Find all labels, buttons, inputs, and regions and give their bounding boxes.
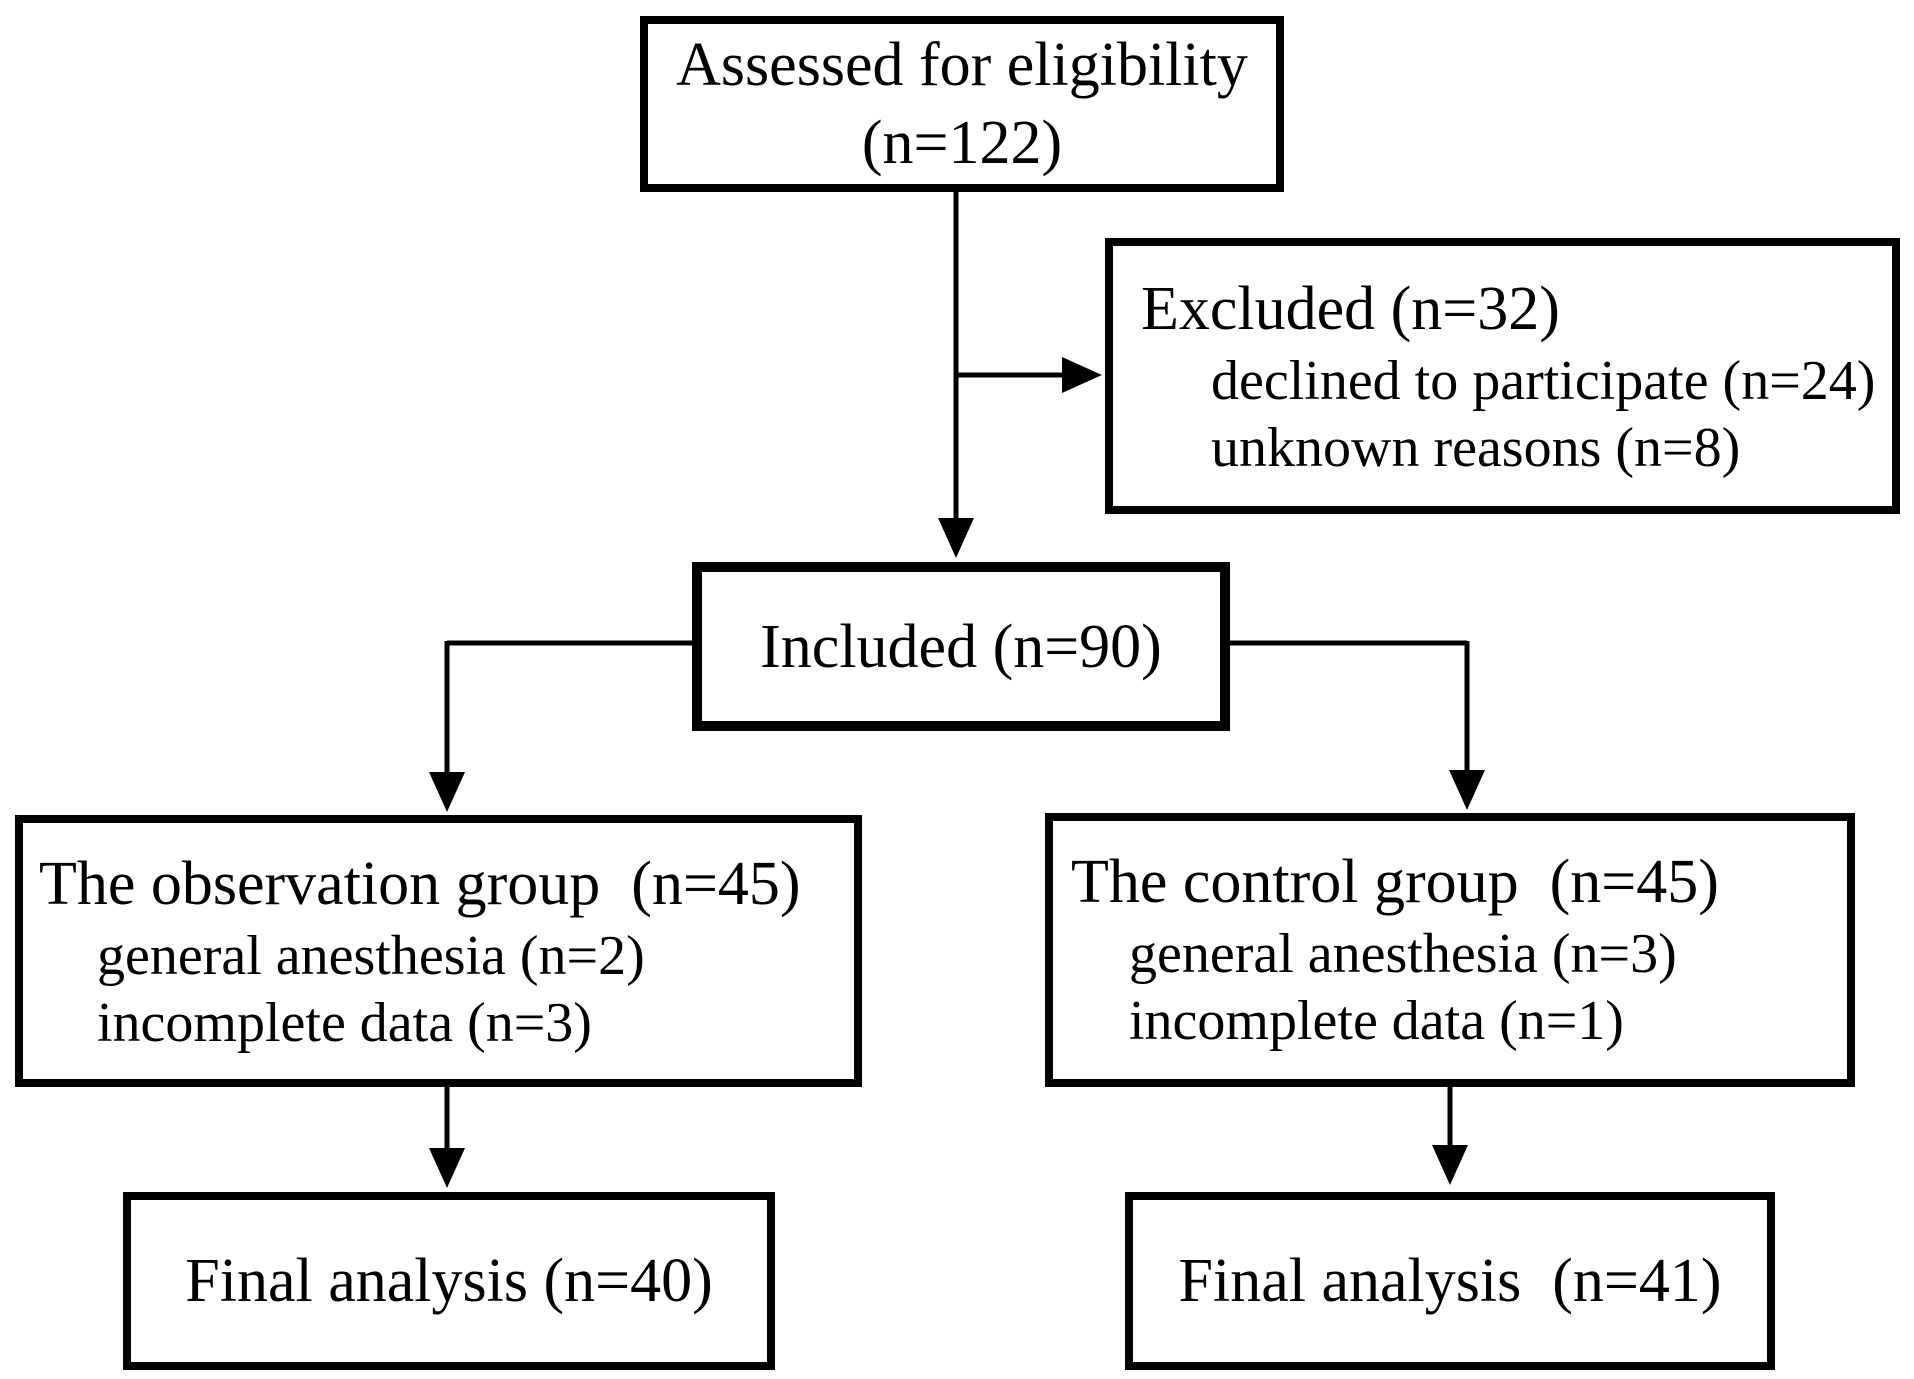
excluded-box: Excluded (n=32) declined to participate …	[1105, 238, 1900, 514]
excluded-reason-declined: declined to participate (n=24)	[1211, 350, 1876, 412]
arrowhead-into-final-control	[1432, 1145, 1468, 1185]
control-group-title: The control group (n=45)	[1071, 848, 1719, 916]
excluded-reason-unknown: unknown reasons (n=8)	[1211, 417, 1741, 479]
observation-dropout-anesthesia: general anesthesia (n=2)	[97, 925, 645, 987]
arrowhead-into-included	[938, 518, 974, 558]
assessed-count: (n=122)	[861, 109, 1063, 177]
final-analysis-control-box: Final analysis (n=41)	[1125, 1192, 1775, 1370]
included-box: Included (n=90)	[692, 562, 1230, 731]
arrowhead-into-observation	[429, 772, 465, 812]
observation-group-title: The observation group (n=45)	[39, 850, 801, 918]
observation-group-box: The observation group (n=45) general ane…	[15, 815, 862, 1087]
final-analysis-control-label: Final analysis (n=41)	[1178, 1247, 1722, 1315]
observation-dropout-incomplete: incomplete data (n=3)	[97, 992, 592, 1054]
control-dropout-incomplete: incomplete data (n=1)	[1129, 990, 1624, 1052]
assessed-box: Assessed for eligibility (n=122)	[640, 16, 1284, 192]
final-analysis-observation-box: Final analysis (n=40)	[123, 1192, 775, 1370]
arrowhead-into-final-observation	[429, 1148, 465, 1188]
excluded-title: Excluded (n=32)	[1141, 275, 1560, 343]
arrowhead-into-excluded	[1062, 357, 1102, 393]
control-group-box: The control group (n=45) general anesthe…	[1045, 813, 1855, 1087]
assessed-line1: Assessed for eligibility	[676, 31, 1248, 99]
final-analysis-observation-label: Final analysis (n=40)	[185, 1247, 713, 1315]
arrowhead-into-control	[1449, 770, 1485, 810]
control-dropout-anesthesia: general anesthesia (n=3)	[1129, 923, 1677, 985]
included-label: Included (n=90)	[760, 612, 1162, 681]
